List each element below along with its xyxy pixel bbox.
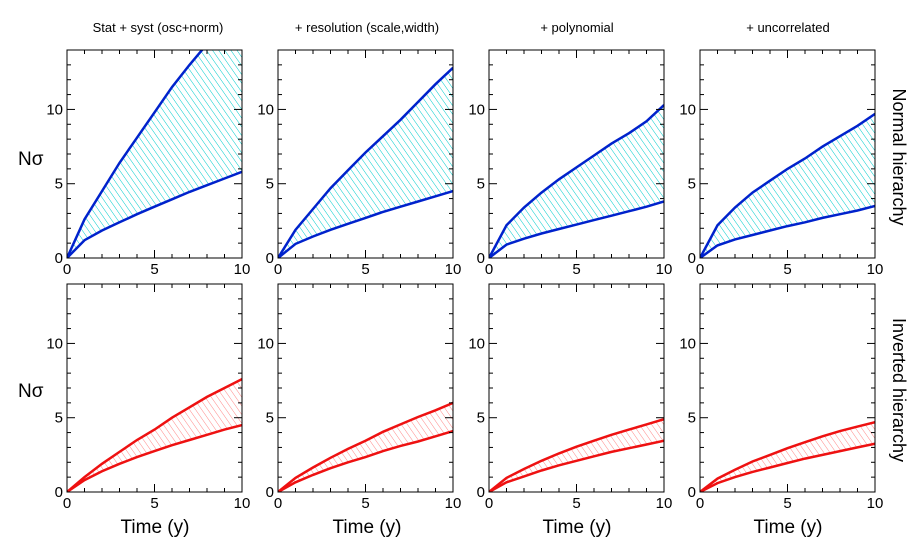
row-label-normal: Normal hierarchy [889,88,909,225]
x-tick-label: 5 [783,261,791,278]
y-tick-label: 0 [688,250,696,267]
x-tick-label: 0 [696,495,704,512]
y-tick-label: 5 [55,410,63,427]
upper-curve [67,377,242,492]
x-tick-label: 5 [572,495,580,512]
sensitivity-band [489,105,664,258]
sensitivity-band [278,402,453,492]
row-label-inverted: Inverted hierarchy [889,318,909,462]
y-tick-label: 5 [688,410,696,427]
x-axis-label-4: Time (y) [754,517,823,538]
y-tick-label: 0 [688,484,696,501]
y-tick-label: 10 [46,101,63,118]
y-tick-label: 10 [468,101,485,118]
y-tick-label: 5 [477,410,485,427]
y-tick-label: 0 [477,250,485,267]
x-tick-label: 10 [234,495,251,512]
y-tick-label: 0 [55,250,63,267]
panel-inverted-1: 0 5 10 0 5 10 [46,283,251,512]
panel-normal-4: 0 5 10 0 5 10 [679,49,884,278]
lower-curve [700,442,875,492]
y-tick-label: 5 [266,410,274,427]
lower-curve [278,189,453,258]
y-axis-label-bottom: Nσ [18,381,44,402]
x-tick-label: 5 [150,261,158,278]
upper-curve [489,418,664,492]
column-title-1: Stat + syst (osc+norm) [93,20,224,35]
y-axis-label-top: Nσ [18,149,44,170]
x-tick-label: 10 [445,261,462,278]
x-tick-label: 0 [274,495,282,512]
panel-inverted-2: 0 5 10 0 5 10 [257,283,462,512]
x-tick-label: 0 [696,261,704,278]
panel-normal-3: 0 5 10 0 5 10 [468,49,673,278]
upper-curve [700,112,875,258]
panel-normal-1: 0 5 10 0 5 10 [46,49,251,278]
x-axis-label-1: Time (y) [121,517,190,538]
panel-normal-2: 0 5 10 0 5 10 [257,49,462,278]
x-tick-label: 10 [867,261,884,278]
sensitivity-band [700,113,875,258]
x-tick-label: 0 [274,261,282,278]
x-tick-label: 10 [656,495,673,512]
sensitivity-band [67,50,242,258]
x-tick-label: 10 [867,495,884,512]
column-title-3: + polynomial [540,20,613,35]
lower-curve [489,200,664,258]
x-tick-label: 10 [234,261,251,278]
y-tick-label: 10 [679,335,696,352]
x-axis-label-2: Time (y) [333,517,402,538]
y-tick-label: 10 [257,335,274,352]
y-tick-label: 0 [266,250,274,267]
lower-curve [700,204,875,258]
x-tick-label: 5 [783,495,791,512]
y-tick-label: 10 [468,335,485,352]
y-tick-label: 0 [55,484,63,501]
upper-curve [489,104,664,258]
column-title-4: + uncorrelated [746,20,829,35]
sensitivity-band [67,379,242,492]
y-tick-label: 10 [46,335,63,352]
y-tick-label: 5 [55,176,63,193]
y-tick-label: 0 [266,484,274,501]
y-tick-label: 5 [477,176,485,193]
plot-frame [277,283,454,493]
sensitivity-band [278,67,453,258]
sensitivity-band [489,419,664,492]
x-tick-label: 0 [485,495,493,512]
sensitivity-band [700,422,875,492]
y-tick-label: 0 [477,484,485,501]
x-tick-label: 10 [445,495,462,512]
plot-frame [66,283,243,493]
panels-group: 0 5 10 0 5 10 0 5 10 0 5 10 0 5 10 0 5 10 0 5 10 0 5 10 0 5 10 0 5 10… [46,49,884,512]
panel-inverted-4: 0 5 10 0 5 10 [679,283,884,512]
y-tick-label: 5 [688,176,696,193]
x-tick-label: 5 [572,261,580,278]
column-title-2: + resolution (scale,width) [295,20,439,35]
y-tick-label: 10 [257,101,274,118]
lower-curve [278,429,453,492]
lower-curve [489,439,664,492]
upper-curve [700,420,875,492]
y-tick-label: 10 [679,101,696,118]
lower-curve [67,170,242,258]
x-tick-label: 5 [361,495,369,512]
x-tick-label: 10 [656,261,673,278]
x-tick-label: 5 [150,495,158,512]
upper-curve [278,401,453,492]
upper-curve [67,50,204,258]
x-tick-label: 5 [361,261,369,278]
x-axis-label-3: Time (y) [543,517,612,538]
y-tick-label: 5 [266,176,274,193]
panel-inverted-3: 0 5 10 0 5 10 [468,283,673,512]
lower-curve [67,423,242,492]
x-tick-label: 0 [63,261,71,278]
x-tick-label: 0 [485,261,493,278]
upper-curve [278,66,453,258]
x-tick-label: 0 [63,495,71,512]
